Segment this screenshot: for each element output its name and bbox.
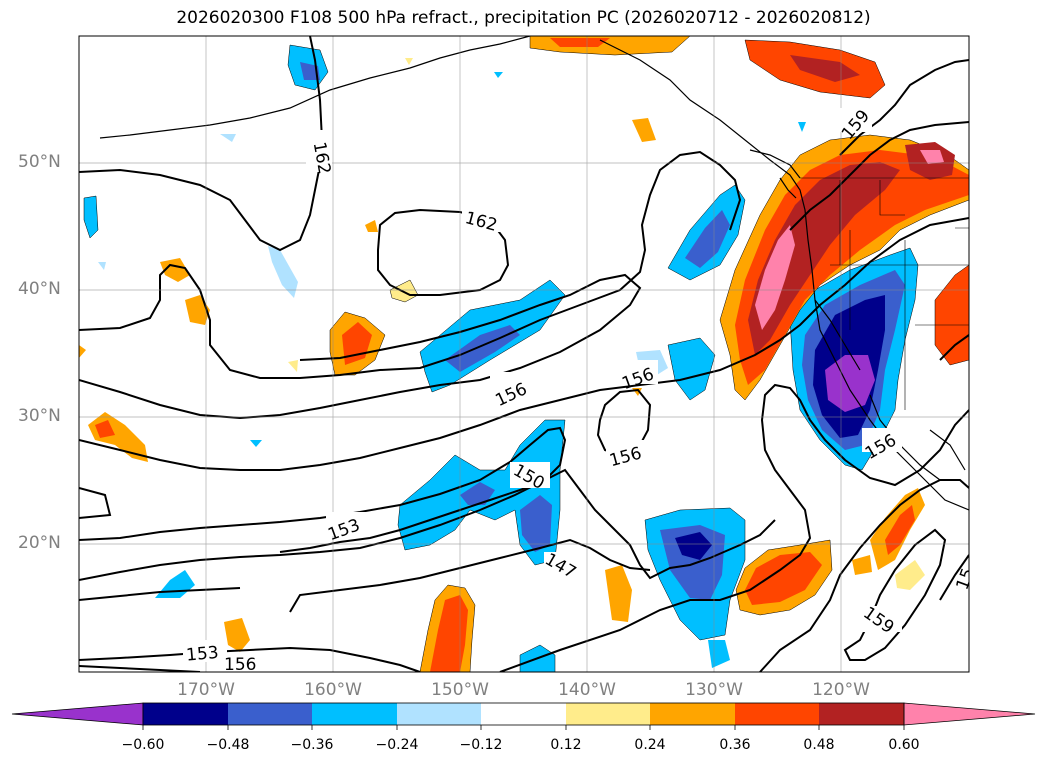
lon-label-130w: 130°W [685, 680, 743, 700]
colorbar-label: −0.48 [206, 737, 250, 753]
lat-label-30n: 30°N [18, 406, 61, 426]
contour-label-15: 15 [953, 565, 979, 592]
lon-label-170w: 170°W [177, 680, 235, 700]
map-plot-area: 162 162 159 156 156 156 156 150 153 147 … [79, 36, 979, 675]
graticule [79, 36, 969, 672]
contour-label-156-e: 156 [224, 655, 256, 675]
positive-anomaly-shading [79, 36, 969, 672]
colorbar-extend-low [11, 702, 144, 726]
colorbar-label: −0.24 [375, 737, 419, 753]
lat-label-40n: 40°N [18, 279, 61, 299]
colorbar-bin [819, 703, 904, 725]
contour-label-153-b: 153 [185, 643, 219, 666]
colorbar-extend-high [903, 702, 1036, 726]
map-title: 2026020300 F108 500 hPa refract., precip… [176, 8, 871, 28]
colorbar-label: −0.36 [290, 737, 334, 753]
lon-label-160w: 160°W [304, 680, 362, 700]
colorbar [11, 702, 1036, 730]
colorbar-bin [228, 703, 312, 725]
lon-label-140w: 140°W [558, 680, 616, 700]
colorbar-bin [312, 703, 397, 725]
colorbar-bin [397, 703, 481, 725]
colorbar-bin [143, 703, 228, 725]
colorbar-bin [481, 703, 566, 725]
colorbar-bin [650, 703, 735, 725]
colorbar-label: 0.36 [719, 737, 751, 753]
borders [800, 177, 969, 410]
colorbar-label: 0.24 [634, 737, 666, 753]
map-frame [78, 35, 970, 673]
height-contours [79, 36, 969, 672]
colorbar-bin [735, 703, 819, 725]
colorbar-label: 0.12 [550, 737, 582, 753]
colorbar-label: −0.60 [121, 737, 165, 753]
lon-label-120w: 120°W [812, 680, 870, 700]
colorbar-label: −0.12 [459, 737, 503, 753]
colorbar-label: 0.60 [888, 737, 920, 753]
lat-label-20n: 20°N [18, 533, 61, 553]
lat-label-50n: 50°N [18, 152, 61, 172]
colorbar-label: 0.48 [803, 737, 835, 753]
contour-labels: 162 162 159 156 156 156 156 150 153 147 … [183, 106, 979, 675]
lon-label-150w: 150°W [431, 680, 489, 700]
colorbar-bin [566, 703, 650, 725]
